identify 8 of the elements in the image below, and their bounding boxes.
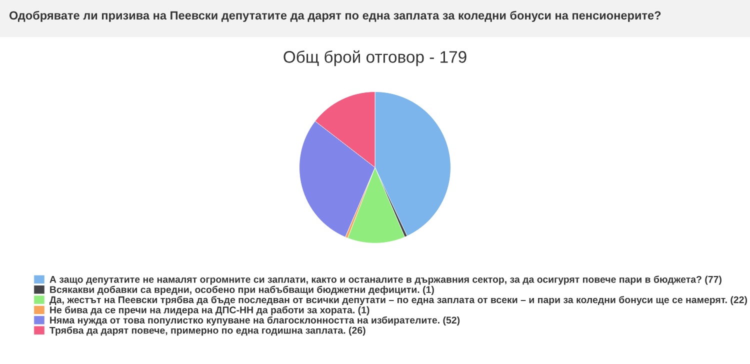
- legend-label: Всякакви добавки са вредни, особено при набъбващи бюджетни дефицити. (1): [50, 286, 434, 295]
- chart-title: Одобрявате ли призива на Пеевски депутатите да дарят по една заплата за коледни бонуси на пенсионерите?: [9, 10, 661, 22]
- legend-label: Трябва да дарят повече, примерно по една годишна заплата. (26): [50, 326, 366, 336]
- chart-subtitle: Общ брой отговор - 179: [284, 50, 466, 66]
- legend-label: Не бива да се пречи на лидера на ДПС-НН да работи за хората. (1): [50, 306, 370, 316]
- legend-label: Няма нужда от това популистко купуване на благосклонността на избирателите. (52): [50, 316, 460, 326]
- legend-label: А защо депутатите не намалят огромните си заплати, както и останалите в държавния сектор, за да осигурят повече пари в бюджета? (77): [50, 276, 722, 285]
- legend-label: Да, жестът на Пеевски трябва да бъде последван от всички депутати – по една заплата от всеки – и пари за коледни бонуси ще се намерят. (22): [50, 296, 748, 306]
